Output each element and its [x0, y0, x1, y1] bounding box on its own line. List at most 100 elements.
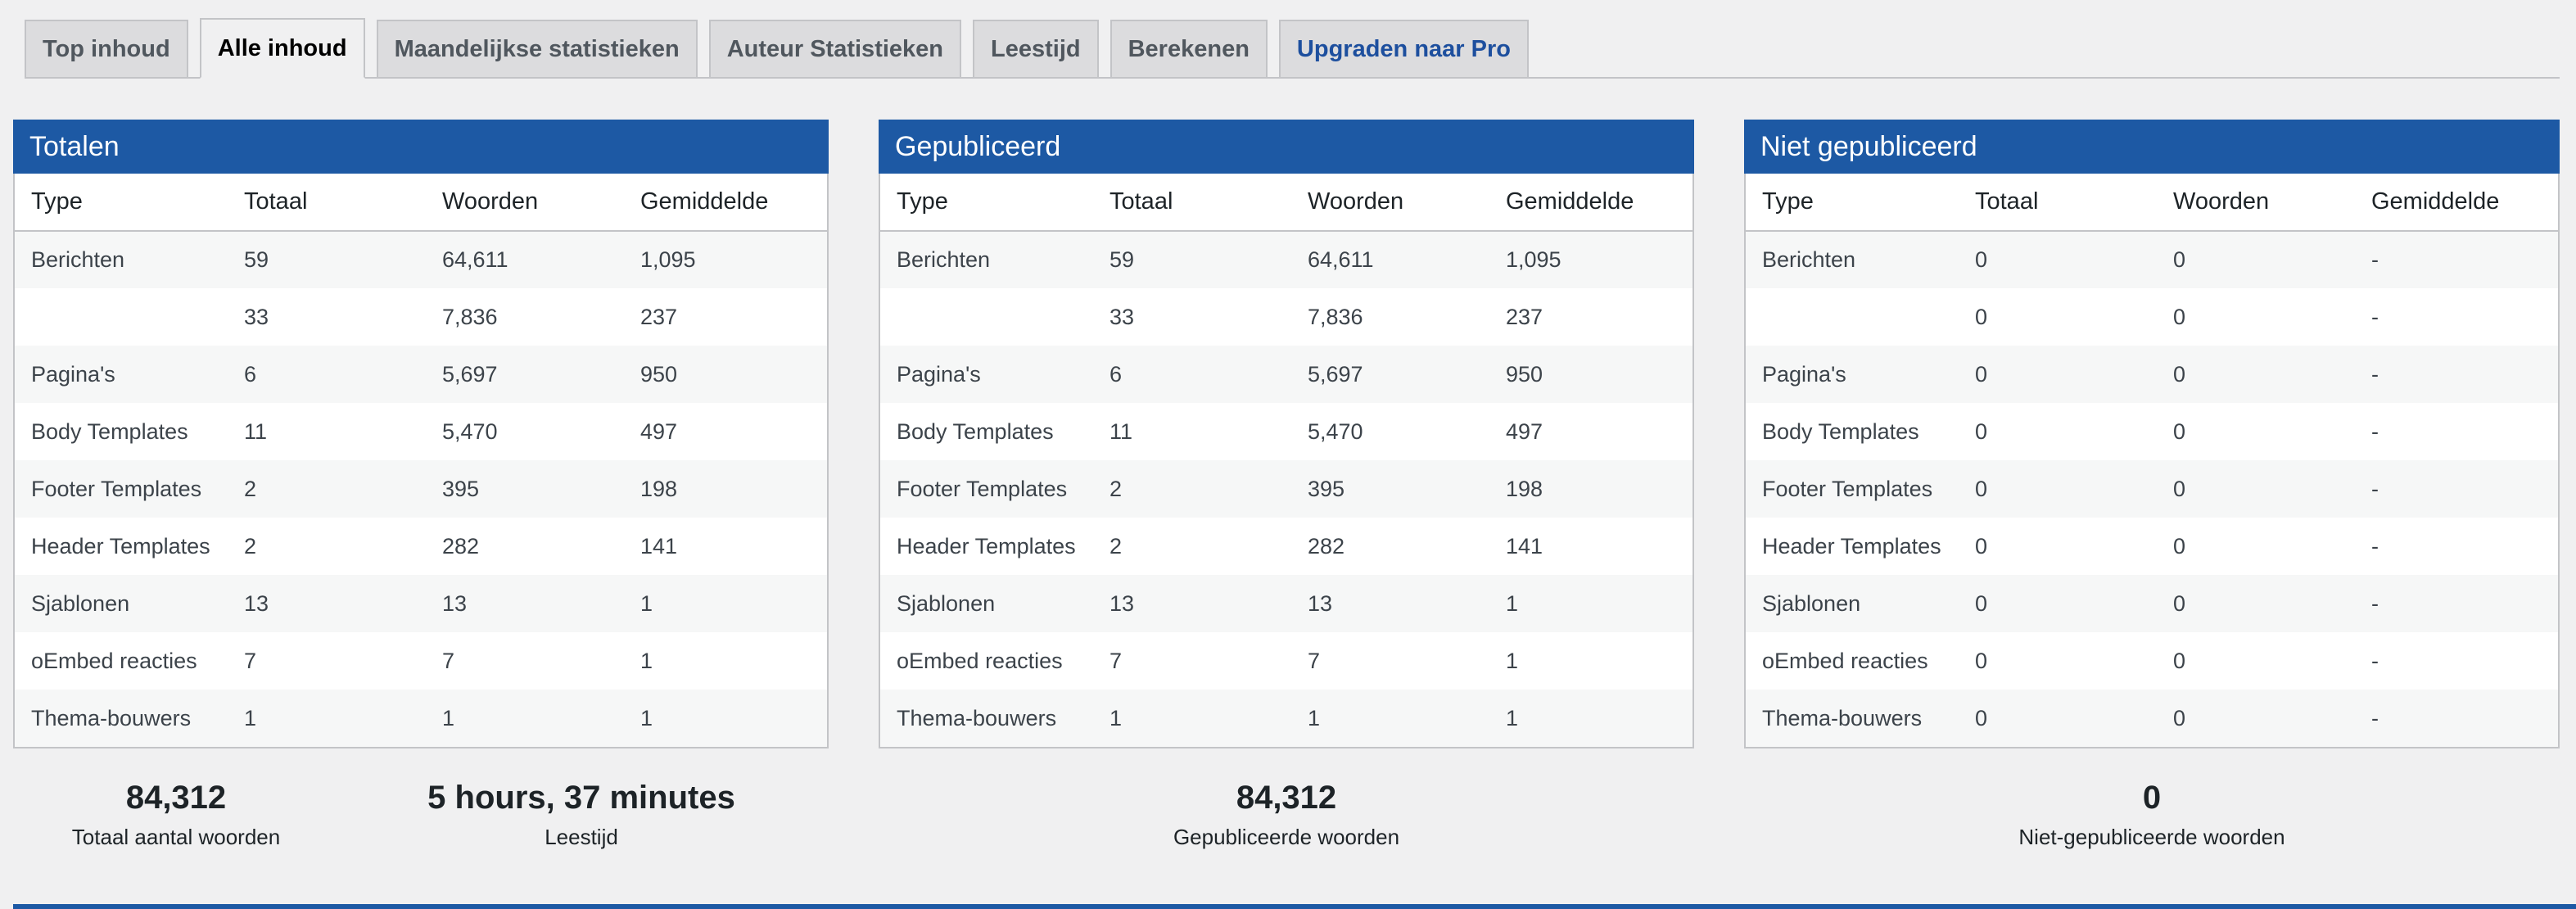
- stats-table: Type Totaal Woorden Gemiddelde Berichten 0 0-0…: [1746, 174, 2558, 747]
- table-row: 33 7,836 237: [15, 288, 827, 346]
- table-cell: Footer Templates: [15, 460, 228, 518]
- table-cell: 1,095: [1489, 231, 1692, 288]
- tab-upgraden-naar-pro[interactable]: Upgraden naar Pro: [1278, 20, 1529, 77]
- table-cell: 0: [1959, 231, 2157, 288]
- table-cell: 33: [1093, 288, 1291, 346]
- column-header: Totaal: [1959, 174, 2157, 232]
- table-cell: 2: [228, 460, 426, 518]
- panel-title: Niet gepubliceerd: [1744, 120, 2560, 174]
- table-cell: oEmbed reacties: [1746, 632, 1959, 690]
- table-cell: 0: [1959, 690, 2157, 747]
- table-cell: 0: [2157, 518, 2355, 575]
- unpublished-words-label: Niet-gepubliceerde woorden: [2018, 825, 2285, 849]
- table-cell: -: [2355, 231, 2558, 288]
- published-words-value: 84,312: [1236, 780, 1337, 816]
- tab-auteur-statistieken[interactable]: Auteur Statistieken: [708, 20, 962, 77]
- table-cell: 1: [1489, 575, 1692, 632]
- tab-alle-inhoud[interactable]: Alle inhoud: [199, 18, 365, 79]
- table-row: Pagina's 6 5,697 950: [880, 346, 1692, 403]
- table-row: oEmbed reacties 7 7 1: [880, 632, 1692, 690]
- table-cell: 497: [624, 403, 827, 460]
- table-cell: Berichten: [880, 231, 1093, 288]
- table-cell: 6: [228, 346, 426, 403]
- table-row: Sjablonen 13 13 1: [880, 575, 1692, 632]
- tab-berekenen[interactable]: Berekenen: [1109, 20, 1268, 77]
- table-cell: 7,836: [426, 288, 624, 346]
- table-cell: 1: [624, 632, 827, 690]
- table-cell: 282: [1291, 518, 1489, 575]
- table-row: Header Templates 2 282 141: [15, 518, 827, 575]
- table-row: Footer Templates 0 0-: [1746, 460, 2558, 518]
- table-cell: Berichten: [15, 231, 228, 288]
- table-cell: 1,095: [624, 231, 827, 288]
- table-cell: 5,697: [1291, 346, 1489, 403]
- column-header: Gemiddelde: [624, 174, 827, 232]
- table-cell: 5,697: [426, 346, 624, 403]
- table-row: Pagina's 6 5,697 950: [15, 346, 827, 403]
- table-cell: 198: [624, 460, 827, 518]
- table-cell: 64,611: [1291, 231, 1489, 288]
- panel-gepubliceerd: Gepubliceerd Type Totaal Woorden Gemiddelde B…: [879, 120, 1694, 748]
- table-cell: [1746, 288, 1959, 346]
- table-cell: 0: [2157, 346, 2355, 403]
- table-cell: Pagina's: [880, 346, 1093, 403]
- table-row: Pagina's 0 0-: [1746, 346, 2558, 403]
- stats-table: Type Totaal Woorden Gemiddelde Berichten 59 64…: [15, 174, 827, 747]
- table-cell: 950: [1489, 346, 1692, 403]
- table-cell: Sjablonen: [1746, 575, 1959, 632]
- table-cell: Header Templates: [880, 518, 1093, 575]
- table-cell: -: [2355, 346, 2558, 403]
- table-cell: -: [2355, 460, 2558, 518]
- table-row: Thema-bouwers 1 1 1: [15, 690, 827, 747]
- panel-title: Gepubliceerd: [879, 120, 1694, 174]
- summary-published-words: 84,312 Gepubliceerde woorden: [1123, 775, 1450, 853]
- table-cell: 0: [2157, 632, 2355, 690]
- table-row: Body Templates 0 0-: [1746, 403, 2558, 460]
- table-cell: Pagina's: [1746, 346, 1959, 403]
- table-header-row: Type Totaal Woorden Gemiddelde: [880, 174, 1692, 232]
- table-cell: 1: [1291, 690, 1489, 747]
- table-cell: 0: [1959, 632, 2157, 690]
- table-cell: 59: [228, 231, 426, 288]
- table-cell: 11: [228, 403, 426, 460]
- table-cell: 1: [624, 690, 827, 747]
- reading-time-label: Leestijd: [545, 825, 618, 849]
- table-cell: 141: [624, 518, 827, 575]
- table-cell: -: [2355, 575, 2558, 632]
- table-cell: 1: [426, 690, 624, 747]
- table-cell: Sjablonen: [15, 575, 228, 632]
- table-cell: 237: [624, 288, 827, 346]
- table-row: Sjablonen 13 13 1: [15, 575, 827, 632]
- table-row: Berichten 0 0-: [1746, 231, 2558, 288]
- summary-total-words: 84,312 Totaal aantal woorden: [25, 775, 328, 853]
- table-cell: 11: [1093, 403, 1291, 460]
- table-row: Thema-bouwers 0 0-: [1746, 690, 2558, 747]
- table-cell: 497: [1489, 403, 1692, 460]
- table-cell: 2: [1093, 518, 1291, 575]
- column-header: Woorden: [2157, 174, 2355, 232]
- table-cell: 5,470: [426, 403, 624, 460]
- table-row: oEmbed reacties 7 7 1: [15, 632, 827, 690]
- column-header: Type: [1746, 174, 1959, 232]
- table-cell: 0: [2157, 403, 2355, 460]
- tab-maandelijkse-statistieken[interactable]: Maandelijkse statistieken: [376, 20, 698, 77]
- table-cell: 0: [2157, 460, 2355, 518]
- table-cell: 237: [1489, 288, 1692, 346]
- table-cell: 13: [1093, 575, 1291, 632]
- table-cell: 64,611: [426, 231, 624, 288]
- column-header: Woorden: [426, 174, 624, 232]
- table-cell: 141: [1489, 518, 1692, 575]
- table-cell: Thema-bouwers: [15, 690, 228, 747]
- table-cell: 950: [624, 346, 827, 403]
- column-header: Gemiddelde: [2355, 174, 2558, 232]
- column-header: Type: [880, 174, 1093, 232]
- tab-top-inhoud[interactable]: Top inhoud: [25, 20, 188, 77]
- tab-leestijd[interactable]: Leestijd: [973, 20, 1099, 77]
- table-cell: 1: [1489, 690, 1692, 747]
- table-cell: 7,836: [1291, 288, 1489, 346]
- table-cell: 59: [1093, 231, 1291, 288]
- table-row: Thema-bouwers 1 1 1: [880, 690, 1692, 747]
- column-header: Gemiddelde: [1489, 174, 1692, 232]
- table-cell: 0: [2157, 690, 2355, 747]
